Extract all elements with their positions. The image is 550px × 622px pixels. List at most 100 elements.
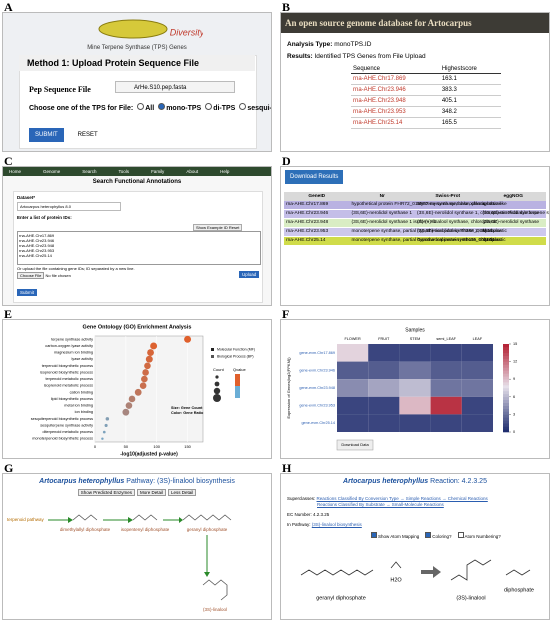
panel-b: An open source genome database for Artoc… bbox=[280, 12, 550, 152]
file-input[interactable]: ArHe.S10.pep.fasta bbox=[115, 81, 235, 93]
panel-label: C bbox=[4, 154, 13, 168]
checkbox[interactable]: Coloring? bbox=[425, 532, 452, 539]
value: Identified TPS Genes from File Upload bbox=[314, 53, 426, 60]
title: Pathway: (3S)-linalool biosynthesis bbox=[126, 478, 235, 485]
colorbar-step bbox=[503, 344, 509, 348]
cell: synthase bbox=[480, 201, 546, 210]
link[interactable]: (3S)-linalool biosynthesis bbox=[311, 522, 362, 527]
nav-item[interactable]: Family bbox=[151, 169, 165, 174]
legend-label: Biological Process (BP) bbox=[217, 354, 254, 358]
heat-cell bbox=[337, 396, 369, 415]
nav-item[interactable]: Genome bbox=[43, 169, 61, 174]
download-button[interactable]: Download Results bbox=[285, 170, 344, 184]
note: Size: Gene Count bbox=[171, 406, 203, 410]
header-cell: Swiss-Prot bbox=[415, 192, 481, 201]
button[interactable]: Less Detail bbox=[168, 489, 197, 496]
dot bbox=[122, 408, 130, 416]
nav-item[interactable]: Home bbox=[9, 169, 22, 174]
heat-cell bbox=[461, 344, 493, 362]
colorbar-step bbox=[503, 364, 509, 368]
colorbar-step bbox=[503, 426, 509, 430]
table-header: GeneID Nr Swiss-Prot eggNOG bbox=[284, 192, 546, 201]
link[interactable]: Reactions Classified By Conversion Type … bbox=[316, 496, 488, 501]
arrowhead bbox=[68, 517, 73, 523]
panel-label: A bbox=[4, 0, 13, 14]
cell: hypothetical protein FHR72_015887 myrcen… bbox=[349, 201, 507, 210]
colorbar-step bbox=[503, 379, 509, 383]
panel-e: Gene Ontology (GO) Enrichment Analysis 0 5… bbox=[2, 319, 272, 459]
nav-item[interactable]: Help bbox=[220, 169, 230, 174]
file-row: Choose File No file chosen bbox=[17, 272, 71, 279]
colorbar-step bbox=[503, 399, 509, 403]
box bbox=[425, 532, 432, 538]
radio-option[interactable]: All bbox=[137, 103, 154, 112]
dataset-label: Dataset* bbox=[17, 195, 36, 200]
colorbar-step bbox=[503, 355, 509, 359]
pathway-diagram: terpenoid pathway dimethylallyl diphosph… bbox=[7, 514, 232, 612]
nav-item[interactable]: Search bbox=[82, 169, 97, 174]
size-legend-title: Count bbox=[213, 367, 225, 372]
button[interactable]: SUBMIT bbox=[29, 128, 64, 142]
button[interactable]: Show Predicted Enzymes bbox=[77, 489, 135, 496]
heat-cell bbox=[337, 379, 369, 397]
download-button[interactable] bbox=[336, 439, 374, 451]
checkbox-row: Show Atom Mapping Coloring? Atom Numbering… bbox=[371, 532, 507, 539]
molecule bbox=[450, 559, 492, 581]
ids-label: Enter a list of protein IDs: bbox=[17, 215, 72, 220]
button-text: Show Example ID bbox=[196, 225, 228, 230]
link[interactable]: Reactions Classified By Substrate → Smal… bbox=[317, 502, 444, 507]
radio-text: mono-TPS bbox=[166, 105, 202, 112]
heat-cell bbox=[430, 361, 462, 380]
reaction-arrow bbox=[421, 566, 441, 578]
radio-dot bbox=[158, 103, 166, 110]
example-button[interactable]: Show Example ID Reset bbox=[193, 224, 243, 231]
label: Analysis Type: bbox=[287, 41, 333, 48]
results-table: Sequence Highestscore rna-AHE.Chr17.869 163… bbox=[351, 65, 501, 129]
row-label: gene-evm.Chr23.948 bbox=[299, 386, 335, 390]
radio-option[interactable]: mono-TPS bbox=[158, 103, 202, 112]
heat-cell bbox=[368, 414, 400, 432]
x-tick-label: 100 bbox=[153, 444, 160, 449]
checkbox[interactable]: Atom Numbering? bbox=[457, 532, 501, 539]
nav-item[interactable]: Tools bbox=[118, 169, 130, 174]
dataset-select[interactable]: Artocarpus heterophyllus 8.0 bbox=[17, 202, 121, 211]
pathway-title: Artocarpus heterophyllus Pathway: (3S)-l… bbox=[3, 478, 271, 485]
id-textarea[interactable]: rna-AHE.Chr17.869 rna-AHE.Chr23.946 rna-AH… bbox=[17, 231, 261, 265]
radio-text: di-TPS bbox=[213, 105, 236, 112]
dot bbox=[104, 423, 108, 427]
value: 4.2.3.25 bbox=[313, 512, 330, 517]
checkbox-label: Coloring? bbox=[432, 534, 452, 539]
colorbar-step bbox=[503, 373, 509, 377]
species: Artocarpus heterophyllus bbox=[39, 478, 125, 485]
button[interactable]: More Detail bbox=[137, 489, 167, 496]
header-cell: Sequence bbox=[351, 65, 440, 74]
choose-file[interactable]: Choose File bbox=[17, 272, 45, 279]
id-line: rna-AHE.Chr23.948 bbox=[19, 243, 55, 248]
chart-title: Samples bbox=[405, 327, 425, 333]
cell: (3S,6E)-nerolidol synthase 1, chloroplas… bbox=[415, 209, 549, 219]
table-row: rna-AHE.Chr17.869 hypothetical protein FH… bbox=[284, 201, 546, 210]
heading: Search Functional Annotations bbox=[92, 179, 182, 185]
arrowhead bbox=[204, 572, 210, 577]
radio-row: Choose one of the TPS for File: All mono-T… bbox=[29, 103, 271, 112]
checkbox-label: Show Atom Mapping bbox=[378, 534, 420, 539]
button[interactable]: RESET bbox=[71, 128, 104, 142]
cell: 163.1 bbox=[439, 73, 501, 85]
title: Reaction: 4.2.3.25 bbox=[430, 478, 487, 485]
dot bbox=[142, 369, 149, 376]
size-key bbox=[213, 394, 221, 402]
heat-cell bbox=[461, 396, 493, 415]
radio-option[interactable]: sesqui-TPS bbox=[239, 103, 271, 112]
y-tick-label: sesquiterpene synthase activity bbox=[40, 423, 93, 427]
checkbox[interactable]: Show Atom Mapping bbox=[371, 532, 420, 539]
dot bbox=[184, 335, 192, 343]
radio-option[interactable]: di-TPS bbox=[205, 103, 236, 112]
cell: Myrcene synthase, chloroplastic bbox=[415, 201, 485, 210]
submit-button[interactable]: Submit bbox=[17, 289, 38, 296]
size-key bbox=[213, 387, 221, 395]
logo: Diversity bbox=[98, 19, 203, 39]
nav-item[interactable]: About bbox=[186, 169, 199, 174]
upload-button[interactable]: Upload bbox=[239, 271, 260, 278]
heat-cell bbox=[399, 361, 431, 380]
